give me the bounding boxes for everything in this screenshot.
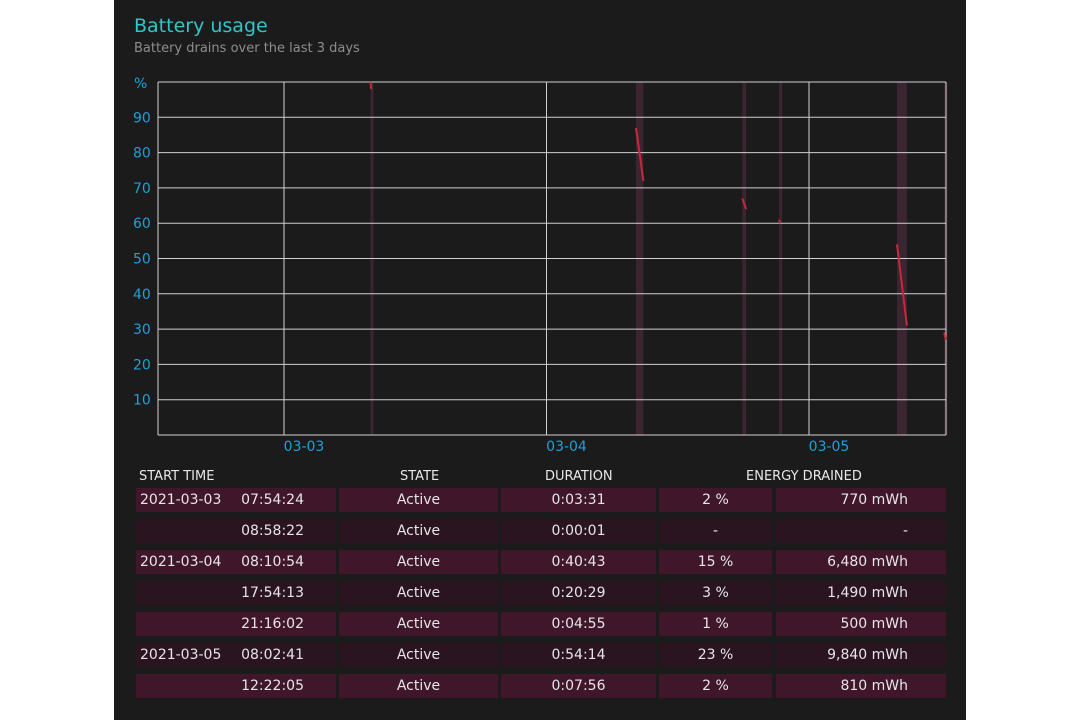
state-cell: Active: [339, 550, 498, 574]
battery-drain-line: [896, 244, 908, 326]
y-tick-label: 20: [133, 357, 151, 373]
energy-percent-cell: 23 %: [659, 643, 772, 667]
y-tick-label: 50: [133, 252, 151, 268]
energy-percent-cell: 1 %: [659, 612, 772, 636]
header-start-time: START TIME: [139, 469, 215, 484]
y-tick-label: 70: [133, 181, 151, 197]
table-row: 17:54:13 Active 0:20:29 3 % 1,490 mWh: [0, 581, 1080, 605]
x-tick-label: 03-03: [284, 439, 325, 455]
battery-usage-chart: 10 20 30 40 50 60 70 80 90% 03-03 03-04 03-05: [133, 76, 948, 455]
start-time-cell: 2021-03-04 08:10:54: [136, 550, 336, 574]
start-time-cell: 2021-03-05 08:02:41: [136, 643, 336, 667]
start-time-cell: 21:16:02: [136, 612, 336, 636]
start-time-cell: 17:54:13: [136, 581, 336, 605]
start-time: 12:22:05: [241, 678, 304, 694]
energy-mwh-cell: 6,480 mWh: [776, 550, 946, 574]
state-cell: Active: [339, 643, 498, 667]
energy-mwh-cell: 1,490 mWh: [776, 581, 946, 605]
y-unit-label: %: [134, 76, 147, 92]
start-time: 07:54:24: [241, 492, 304, 508]
page-title: Battery usage: [134, 15, 268, 37]
header-state: STATE: [400, 469, 440, 484]
duration-cell: 0:54:14: [501, 643, 656, 667]
start-time: 08:58:22: [241, 523, 304, 539]
start-time-cell: 2021-03-03 07:54:24: [136, 488, 336, 512]
y-tick-label: 30: [133, 322, 151, 338]
battery-drain-line: [943, 332, 947, 340]
x-tick-label: 03-04: [546, 439, 587, 455]
start-time-cell: 12:22:05: [136, 674, 336, 698]
table-row: 2021-03-04 08:10:54 Active 0:40:43 15 % 6,480…: [0, 550, 1080, 574]
y-tick-label: 90: [133, 110, 151, 126]
state-cell: Active: [339, 674, 498, 698]
page-subtitle: Battery drains over the last 3 days: [134, 41, 360, 56]
start-time: 08:10:54: [241, 554, 304, 570]
energy-percent-cell: 15 %: [659, 550, 772, 574]
energy-percent-cell: 3 %: [659, 581, 772, 605]
energy-mwh-cell: 810 mWh: [776, 674, 946, 698]
start-time: 08:02:41: [241, 647, 304, 663]
start-time: 21:16:02: [241, 616, 304, 632]
start-time: 17:54:13: [241, 585, 304, 601]
battery-drain-line: [369, 81, 373, 90]
battery-drain-line: [778, 219, 781, 224]
x-tick-label: 03-05: [809, 439, 850, 455]
state-cell: Active: [339, 519, 498, 543]
table-row: 2021-03-03 07:54:24 Active 0:03:31 2 % 770 mW…: [0, 488, 1080, 512]
energy-percent-cell: 2 %: [659, 488, 772, 512]
table-row: 2021-03-05 08:02:41 Active 0:54:14 23 % 9,840…: [0, 643, 1080, 667]
duration-cell: 0:20:29: [501, 581, 656, 605]
duration-cell: 0:04:55: [501, 612, 656, 636]
energy-percent-cell: 2 %: [659, 674, 772, 698]
energy-mwh-cell: 9,840 mWh: [776, 643, 946, 667]
battery-drain-line: [635, 127, 645, 181]
header-duration: DURATION: [545, 469, 613, 484]
duration-cell: 0:40:43: [501, 550, 656, 574]
duration-cell: 0:03:31: [501, 488, 656, 512]
state-cell: Active: [339, 488, 498, 512]
header-energy-drained: ENERGY DRAINED: [746, 469, 862, 484]
y-tick-label: 60: [133, 216, 151, 232]
duration-cell: 0:07:56: [501, 674, 656, 698]
state-cell: Active: [339, 581, 498, 605]
state-cell: Active: [339, 612, 498, 636]
y-tick-label: 80: [133, 146, 151, 162]
duration-cell: 0:00:01: [501, 519, 656, 543]
start-time-cell: 08:58:22: [136, 519, 336, 543]
table-row: 21:16:02 Active 0:04:55 1 % 500 mWh: [0, 612, 1080, 636]
table-row: 12:22:05 Active 0:07:56 2 % 810 mWh: [0, 674, 1080, 698]
energy-mwh-cell: -: [776, 519, 946, 543]
energy-percent-cell: -: [659, 519, 772, 543]
start-date: 2021-03-04: [140, 554, 222, 570]
y-tick-label: 40: [133, 287, 151, 303]
start-date: 2021-03-03: [140, 492, 222, 508]
energy-mwh-cell: 500 mWh: [776, 612, 946, 636]
y-tick-label: 10: [133, 393, 151, 409]
battery-drain-line: [741, 198, 748, 210]
start-date: 2021-03-05: [140, 647, 222, 663]
table-row: 08:58:22 Active 0:00:01- -: [0, 519, 1080, 543]
energy-mwh-cell: 770 mWh: [776, 488, 946, 512]
